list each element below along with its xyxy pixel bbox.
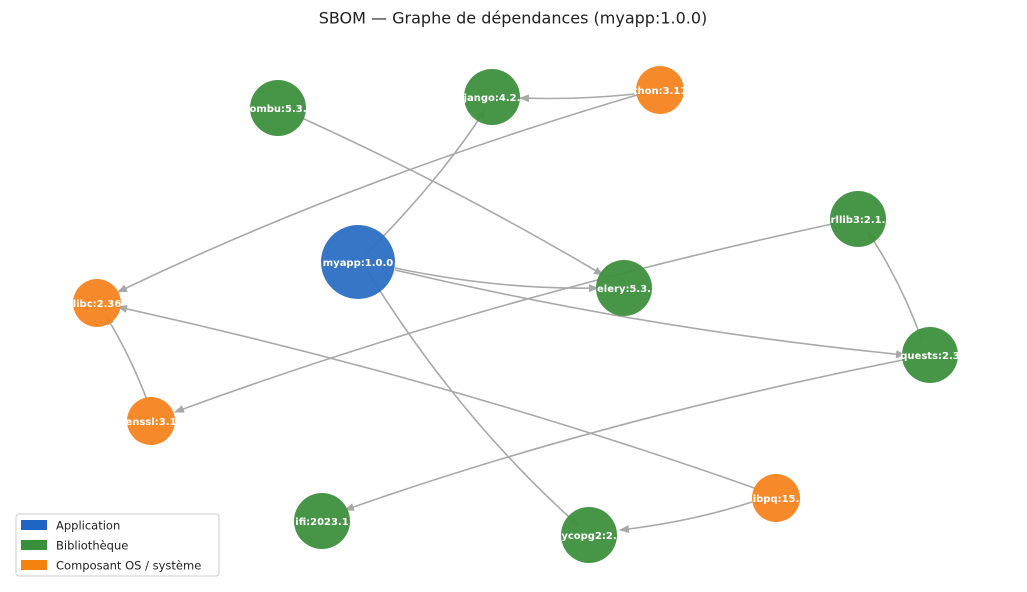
edge	[301, 117, 604, 276]
node: ombu:5.3.	[249, 80, 307, 136]
legend-label: Composant OS / système	[56, 559, 201, 573]
node-circle	[73, 279, 121, 327]
node: thon:3.11	[633, 66, 688, 114]
node-label: libc:2.36	[73, 299, 122, 310]
edge	[344, 359, 904, 511]
legend-label: Application	[56, 519, 120, 533]
node-circle	[321, 225, 395, 299]
node-circle	[250, 80, 306, 136]
node: jango:4.2.	[463, 69, 521, 125]
node-label: ibpq:15.	[753, 494, 800, 505]
edge	[519, 93, 636, 103]
node: enssl:3.1	[126, 397, 177, 445]
node-label: enssl:3.1	[126, 417, 177, 428]
edge	[174, 223, 833, 413]
legend-swatch	[21, 520, 47, 530]
legend-label: Bibliothèque	[56, 539, 128, 553]
node-label: quests:2.3	[900, 351, 960, 362]
edge	[619, 501, 753, 533]
legend-swatch	[21, 560, 47, 570]
node-circle	[752, 474, 800, 522]
edge	[364, 109, 486, 256]
node-label: elery:5.3.	[597, 284, 651, 295]
edges	[105, 93, 923, 533]
node-circle	[127, 397, 175, 445]
node-label: ycopg2:2.	[561, 531, 616, 542]
node-label: myapp:1.0.0	[323, 258, 394, 269]
node-circle	[294, 493, 350, 549]
edge	[367, 271, 579, 526]
node: myapp:1.0.0	[321, 225, 395, 299]
node-label: ifi:2023.1	[295, 517, 348, 528]
node: ibpq:15.	[752, 474, 800, 522]
node: libc:2.36	[73, 279, 122, 327]
node: elery:5.3.	[596, 260, 652, 316]
legend: Application Bibliothèque Composant OS / sy…	[15, 513, 220, 577]
node-circle	[636, 66, 684, 114]
node-circle	[830, 191, 886, 247]
node-label: ombu:5.3.	[249, 104, 306, 115]
legend-box	[15, 513, 220, 577]
edge	[394, 267, 599, 293]
node-label: rllib3:2.1.	[831, 215, 886, 226]
node-circle	[596, 260, 652, 316]
edge	[105, 315, 148, 401]
edge	[117, 305, 761, 491]
nodes: myapp:1.0.0 ombu:5.3. jango:4.2. thon:3.11 r…	[73, 66, 960, 563]
edge	[117, 94, 638, 293]
edge	[394, 269, 906, 359]
node-circle	[464, 69, 520, 125]
node: ifi:2023.1	[294, 493, 350, 549]
node-circle	[561, 507, 617, 563]
node: ycopg2:2.	[561, 507, 617, 563]
node-circle	[902, 327, 958, 383]
node-label: thon:3.11	[633, 86, 688, 97]
edge	[867, 231, 923, 341]
title: SBOM — Graphe de dépendances (myapp:1.0.…	[319, 9, 708, 28]
legend-swatch	[21, 540, 47, 550]
node-label: jango:4.2.	[463, 93, 521, 104]
node: rllib3:2.1.	[830, 191, 886, 247]
node: quests:2.3	[900, 327, 960, 383]
